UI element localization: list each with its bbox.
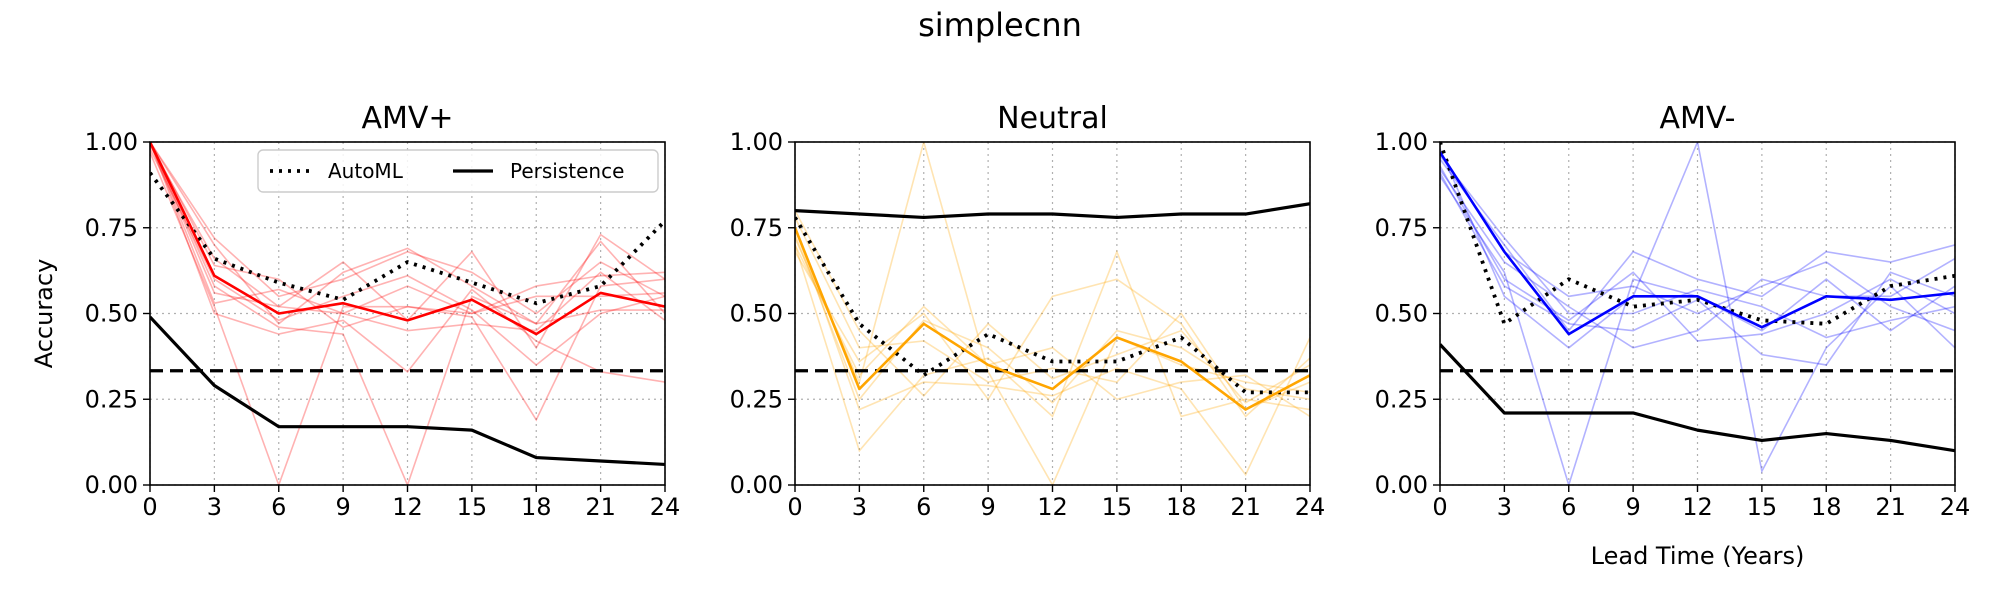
member-line (150, 142, 665, 315)
figure-suptitle: simplecnn (918, 6, 1082, 44)
mean-line (795, 227, 1310, 411)
x-tick-label: 15 (457, 493, 488, 521)
member-line (795, 142, 1310, 485)
legend: AutoML Persistence (257, 149, 659, 193)
member-line (1440, 155, 1955, 339)
y-tick-label: 0.00 (730, 471, 783, 499)
x-tick-label: 12 (1682, 493, 1713, 521)
x-tick-label: 3 (1497, 493, 1512, 521)
member-line (1440, 168, 1955, 349)
x-tick-label: 6 (271, 493, 286, 521)
x-tick-label: 6 (916, 493, 931, 521)
member-line (150, 142, 665, 383)
member-line (795, 244, 1310, 453)
member-line (1440, 151, 1955, 332)
x-tick-label: 24 (650, 493, 681, 521)
y-tick-label: 0.75 (730, 214, 783, 242)
member-line (1440, 158, 1955, 332)
x-tick-label: 18 (1166, 493, 1197, 521)
y-tick-label: 1.00 (1375, 128, 1428, 156)
mean-line (150, 142, 665, 336)
grid (794, 141, 1311, 486)
automl-line (795, 216, 1310, 395)
y-tick-label: 0.25 (85, 385, 138, 413)
x-tick-label: 12 (1037, 493, 1068, 521)
x-tick-label: 24 (1295, 493, 1326, 521)
plot-area (795, 142, 1310, 485)
member-line (795, 227, 1310, 477)
member-line (150, 142, 665, 315)
x-tick-label: 18 (521, 493, 552, 521)
member-line (795, 234, 1310, 404)
persistence-line (1440, 343, 1955, 453)
y-tick-label: 0.75 (1375, 214, 1428, 242)
x-tick-label: 9 (980, 493, 995, 521)
x-tick-label: 15 (1747, 493, 1778, 521)
panel-title: AMV+ (361, 101, 453, 136)
member-line (150, 142, 665, 422)
panel-title: Neutral (997, 101, 1108, 136)
x-tick-label: 21 (585, 493, 616, 521)
member-line (795, 210, 1310, 404)
y-tick-label: 0.00 (85, 471, 138, 499)
x-tick-label: 12 (392, 493, 423, 521)
member-line (1440, 165, 1955, 342)
y-tick-label: 0.50 (1375, 300, 1428, 328)
x-tick-label: 9 (335, 493, 350, 521)
x-tick-label: 3 (207, 493, 222, 521)
plot-area (1440, 142, 1955, 485)
member-line (150, 151, 665, 485)
member-line (150, 148, 665, 366)
x-axis-label: Lead Time (Years) (1591, 542, 1805, 570)
y-tick-label: 1.00 (85, 128, 138, 156)
y-tick-label: 0.50 (85, 300, 138, 328)
x-tick-label: 6 (1561, 493, 1576, 521)
x-tick-label: 21 (1230, 493, 1261, 521)
persistence-line (795, 202, 1310, 220)
x-tick-label: 9 (1625, 493, 1640, 521)
plot-area (150, 142, 665, 485)
member-line (795, 251, 1310, 418)
persistence-line (150, 315, 665, 467)
mean-line (1440, 151, 1955, 336)
panel-3: 0 3 6 9 12 15 18 21 24 0.00 0.25 0.50 0.75 1.00 AMV- Le… (1375, 101, 1971, 570)
y-tick-label: 0.25 (1375, 385, 1428, 413)
x-tick-label: 0 (142, 493, 157, 521)
x-tick-label: 18 (1811, 493, 1842, 521)
panel-title: AMV- (1660, 101, 1736, 136)
x-tick-label: 21 (1875, 493, 1906, 521)
axes-frame (794, 141, 1311, 486)
y-axis-label: Accuracy (30, 259, 58, 369)
member-line (150, 142, 665, 485)
member-line (795, 244, 1310, 418)
x-tick-label: 3 (852, 493, 867, 521)
y-tick-label: 0.75 (85, 214, 138, 242)
automl-line (150, 171, 665, 306)
y-tick-label: 0.25 (730, 385, 783, 413)
member-line (150, 142, 665, 325)
panel-1: 0 3 6 9 12 15 18 21 24 0.00 0.25 0.50 0.75 1.00 AMV+ Ac… (30, 101, 680, 521)
y-tick-label: 0.00 (1375, 471, 1428, 499)
x-tick-label: 0 (787, 493, 802, 521)
member-line (1440, 142, 1955, 474)
x-tick-label: 15 (1102, 493, 1133, 521)
legend-label-automl: AutoML (328, 159, 404, 183)
panel-2: 0 3 6 9 12 15 18 21 24 0.00 0.25 0.50 0.75 1.00 Neutra… (730, 101, 1326, 521)
y-tick-label: 0.50 (730, 300, 783, 328)
legend-label-persistence: Persistence (510, 159, 624, 183)
x-tick-label: 0 (1432, 493, 1447, 521)
member-line (795, 217, 1310, 411)
y-tick-label: 1.00 (730, 128, 783, 156)
x-tick-label: 24 (1940, 493, 1971, 521)
